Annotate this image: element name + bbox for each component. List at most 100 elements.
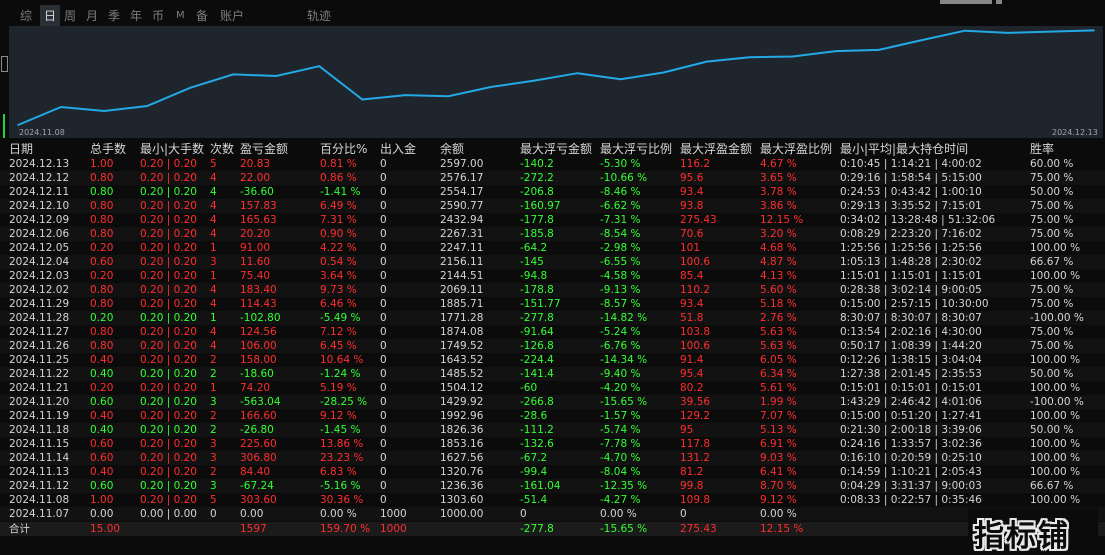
cell-win-rate: 75.00 % [1030, 214, 1074, 226]
cell-date: 2024.12.09 [9, 214, 70, 226]
tab-yearly[interactable]: 年 [130, 9, 143, 23]
cell-max-float-profit-ratio: 6.05 % [760, 354, 797, 366]
cell-min-max-lots: 0.20 | 0.20 [140, 298, 197, 310]
table-row[interactable]: 2024.11.22 0.40 0.20 | 0.20 2 -18.60 -1.24 % 0… [0, 367, 1105, 381]
cell-max-float-loss-ratio: -14.82 % [600, 312, 648, 324]
cell-date: 2024.11.14 [9, 452, 70, 464]
cell-balance: 1853.16 [440, 438, 484, 450]
table-row[interactable]: 2024.12.05 0.20 0.20 | 0.20 1 91.00 4.22 % 0 22… [0, 241, 1105, 255]
cell-max-float-loss-ratio: -8.46 % [600, 186, 641, 198]
tab-notes[interactable]: 备 [196, 9, 209, 23]
tab-weekly[interactable]: 周 [64, 9, 77, 23]
table-row[interactable]: 2024.11.08 1.00 0.20 | 0.20 5 303.60 30.36 % 0… [0, 493, 1105, 507]
table-row[interactable]: 2024.11.29 0.80 0.20 | 0.20 4 114.43 6.46 % 0 1… [0, 297, 1105, 311]
cell-max-float-profit: 70.6 [680, 228, 704, 240]
tab-monthly[interactable]: 月 [86, 9, 99, 23]
equity-point-2024.11.26 [533, 79, 536, 82]
header-max-float-profit[interactable]: 最大浮盈金额 [680, 142, 753, 156]
cell-date: 2024.12.03 [9, 270, 70, 282]
cell-max-float-loss: -60 [520, 382, 538, 394]
table-row[interactable]: 2024.11.28 0.20 0.20 | 0.20 1 -102.80 -5.49 %… [0, 311, 1105, 325]
cell-deposit: 0 [380, 494, 387, 506]
cell-max-float-loss-ratio: -15.65 % [600, 396, 648, 408]
cell-total-lots: 0.40 [90, 424, 114, 436]
header-deposit[interactable]: 出入金 [380, 142, 417, 156]
cell-min-max-lots: 0.20 | 0.20 [140, 480, 197, 492]
table-row[interactable]: 2024.12.06 0.80 0.20 | 0.20 4 20.20 0.90 % 0 22… [0, 227, 1105, 241]
cell-count: 4 [210, 340, 217, 352]
table-row[interactable]: 2024.11.26 0.80 0.20 | 0.20 4 106.00 6.45 % 0 1… [0, 339, 1105, 353]
table-row[interactable]: 2024.11.25 0.40 0.20 | 0.20 2 158.00 10.64 % 0… [0, 353, 1105, 367]
cell-min-max-lots: 0.20 | 0.20 [140, 410, 197, 422]
table-row[interactable]: 2024.12.12 0.80 0.20 | 0.20 4 22.00 0.86 % 0 25… [0, 171, 1105, 185]
cell-max-float-profit-ratio: 7.07 % [760, 410, 797, 422]
tab-quarterly[interactable]: 季 [108, 9, 121, 23]
cell-count: 0 [210, 508, 217, 520]
equity-point-2024.11.27 [576, 72, 579, 74]
header-total-lots[interactable]: 总手数 [90, 142, 127, 156]
table-row[interactable]: 2024.12.03 0.20 0.20 | 0.20 1 75.40 3.64 % 0 21… [0, 269, 1105, 283]
table-row[interactable]: 2024.12.13 1.00 0.20 | 0.20 5 20.83 0.81 % 0 25… [0, 157, 1105, 171]
tab-m[interactable]: M [176, 10, 185, 21]
table-row[interactable]: 2024.12.11 0.80 0.20 | 0.20 4 -36.60 -1.41 % 0… [0, 185, 1105, 199]
table-row[interactable]: 2024.11.20 0.60 0.20 | 0.20 3 -563.04 -28.25 … [0, 395, 1105, 409]
tab-summary[interactable]: 综 [20, 9, 33, 23]
cell-max-float-loss: -67.2 [520, 452, 548, 464]
header-balance[interactable]: 余额 [440, 142, 465, 156]
equity-point-2024.12.05 [835, 50, 837, 52]
table-row[interactable]: 2024.12.10 0.80 0.20 | 0.20 4 157.83 6.49 % 0 2… [0, 199, 1105, 213]
header-min-max-lots[interactable]: 最小|大手数 [140, 142, 205, 156]
watermark-text: 指标铺 [974, 519, 1070, 554]
table-row[interactable]: 2024.11.21 0.20 0.20 | 0.20 1 74.20 5.19 % 0 15… [0, 381, 1105, 395]
cell-min-max-lots: 0.20 | 0.20 [140, 382, 197, 394]
cell-hold-time: 1:05:13 | 1:48:28 | 2:30:02 [840, 256, 982, 268]
cell-min-max-lots: 0.20 | 0.20 [140, 186, 197, 198]
table-row[interactable]: 2024.11.13 0.40 0.20 | 0.20 2 84.40 6.83 % 0 13… [0, 465, 1105, 479]
cell-pnl: -36.60 [240, 186, 274, 198]
table-row[interactable]: 2024.11.07 0.00 0.00 | 0.00 0 0.00 0.00 % 1000… [0, 507, 1105, 521]
table-row[interactable]: 2024.11.15 0.60 0.20 | 0.20 3 225.60 13.86 % 0… [0, 437, 1105, 451]
cell-pnl: 303.60 [240, 494, 277, 506]
cell-total-lots: 0.40 [90, 410, 114, 422]
cell-max-float-profit: 51.8 [680, 312, 704, 324]
cell-deposit: 0 [380, 298, 387, 310]
header-pnl[interactable]: 盈亏金额 [240, 142, 289, 156]
tab-trajectory[interactable]: 轨迹 [307, 9, 332, 23]
tab-daily[interactable]: 日 [40, 5, 60, 27]
cell-deposit: 0 [380, 312, 387, 324]
table-row[interactable]: 2024.11.12 0.60 0.20 | 0.20 3 -67.24 -5.16 % 0… [0, 479, 1105, 493]
header-hold-time[interactable]: 最小|平均|最大持仓时间 [840, 142, 969, 156]
cell-balance: 2597.00 [440, 158, 484, 170]
table-row[interactable]: 2024.12.02 0.80 0.20 | 0.20 4 183.40 9.73 % 0 2… [0, 283, 1105, 297]
table-row[interactable]: 2024.12.09 0.80 0.20 | 0.20 4 165.63 7.31 % 0 2… [0, 213, 1105, 227]
cell-count: 1 [210, 270, 217, 282]
cell-total-lots: 0.80 [90, 214, 114, 226]
window-title-fragment-2 [996, 0, 1002, 4]
header-max-float-profit-ratio[interactable]: 最大浮盈比例 [760, 142, 833, 156]
cell-date: 2024.11.26 [9, 340, 70, 352]
table-row[interactable]: 2024.11.19 0.40 0.20 | 0.20 2 166.60 9.12 % 0 1… [0, 409, 1105, 423]
header-date[interactable]: 日期 [9, 142, 34, 156]
cell-max-float-loss-ratio: -4.27 % [600, 494, 641, 506]
cell-count: 3 [210, 396, 217, 408]
header-max-float-loss-ratio[interactable]: 最大浮亏比例 [600, 142, 673, 156]
header-percent[interactable]: 百分比% [320, 142, 368, 156]
table-row[interactable]: 2024.11.27 0.80 0.20 | 0.20 4 124.56 7.12 % 0 1… [0, 325, 1105, 339]
table-row[interactable]: 2024.11.18 0.40 0.20 | 0.20 2 -26.80 -1.45 % 0… [0, 423, 1105, 437]
cell-date: 2024.11.12 [9, 480, 70, 492]
table-row[interactable]: 2024.11.14 0.60 0.20 | 0.20 3 306.80 23.23 % 0… [0, 451, 1105, 465]
header-max-float-loss[interactable]: 最大浮亏金额 [520, 142, 593, 156]
header-count[interactable]: 次数 [210, 142, 235, 156]
cell-max-float-loss: -206.8 [520, 186, 554, 198]
cell-deposit: 0 [380, 242, 387, 254]
tab-account[interactable]: 账户 [220, 9, 245, 23]
header-win-rate[interactable]: 胜率 [1030, 142, 1055, 156]
cell-win-rate: 100.00 % [1030, 452, 1081, 464]
cell-max-float-profit-ratio: 12.15 % [760, 214, 804, 226]
cell-deposit: 0 [380, 424, 387, 436]
tab-symbol[interactable]: 币 [152, 9, 165, 23]
table-row[interactable]: 2024.12.04 0.60 0.20 | 0.20 3 11.60 0.54 % 0 21… [0, 255, 1105, 269]
cell-percent: 23.23 % [320, 452, 364, 464]
equity-curve-chart [9, 26, 1103, 138]
cell-percent: 13.86 % [320, 438, 364, 450]
